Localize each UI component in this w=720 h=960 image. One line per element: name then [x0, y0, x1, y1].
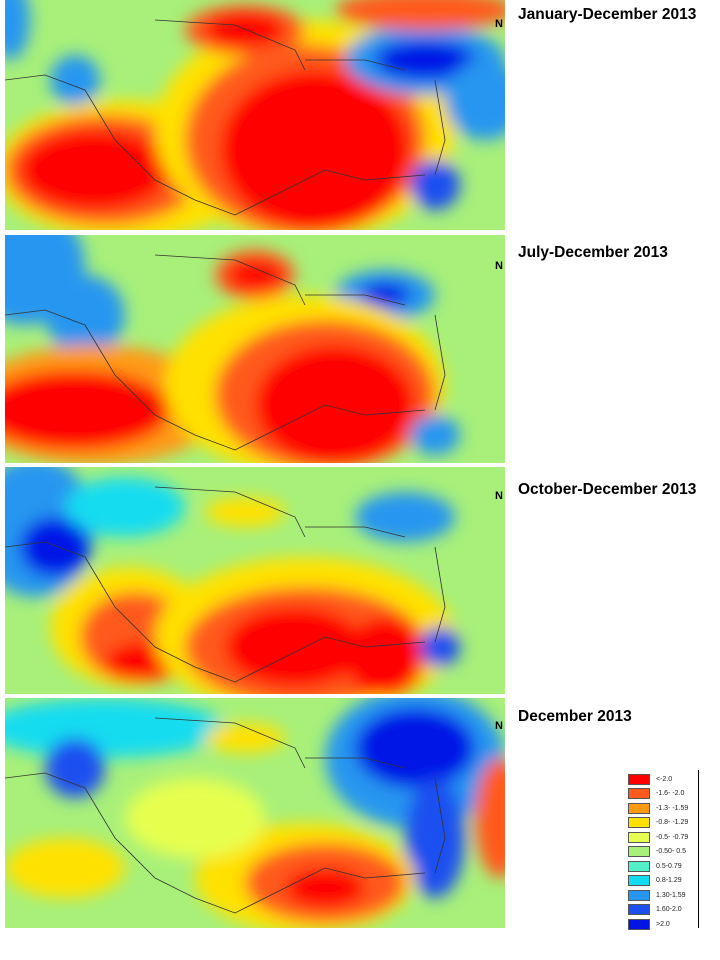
legend-swatch — [628, 918, 650, 930]
legend-label: -0.5- -0.79 — [656, 833, 689, 841]
legend-label: <-2.0 — [656, 775, 673, 783]
legend-item: 0.8-1.29 — [628, 874, 688, 889]
legend-swatch — [628, 817, 650, 829]
anomaly-contour — [5, 698, 225, 758]
coastline — [5, 717, 446, 914]
map-panel-jan-dec — [5, 0, 505, 230]
legend-label: -1.6- -2.0 — [656, 790, 685, 798]
legend-label: -0.50- 0.5 — [656, 848, 686, 856]
legend-label: -0.8- -1.29 — [656, 819, 689, 827]
legend-divider — [698, 770, 699, 928]
legend-item: 1.30-1.59 — [628, 888, 688, 903]
legend-item: -0.8- -1.29 — [628, 816, 688, 831]
panel-title-2: July-December 2013 — [518, 244, 668, 261]
anomaly-contour — [355, 708, 475, 788]
legend-swatch — [628, 802, 650, 814]
anomaly-contour — [285, 868, 365, 908]
legend-swatch — [628, 889, 650, 901]
map-panel-jul-dec — [5, 235, 505, 463]
anomaly-contour — [20, 517, 90, 577]
anomaly-field — [5, 235, 460, 463]
anomaly-contour — [20, 130, 170, 210]
legend-label: 1.30-1.59 — [656, 891, 686, 899]
anomaly-contour — [5, 0, 30, 60]
anomaly-contour — [5, 370, 170, 450]
legend-swatch — [628, 831, 650, 843]
anomaly-contour — [410, 160, 460, 210]
anomaly-contour — [475, 758, 505, 878]
legend-swatch — [628, 860, 650, 872]
anomaly-contour — [5, 838, 125, 898]
anomaly-contour — [420, 627, 460, 667]
anomaly-contour — [50, 55, 100, 105]
north-arrow-icon: N — [495, 260, 503, 272]
legend-label: 0.5-0.79 — [656, 862, 682, 870]
legend-swatch — [628, 773, 650, 785]
legend-item: -0.5- -0.79 — [628, 830, 688, 845]
anomaly-contour — [405, 778, 465, 898]
anomaly-field — [5, 467, 460, 694]
anomaly-field — [5, 0, 505, 230]
legend-swatch — [628, 788, 650, 800]
coastline — [5, 254, 446, 451]
anomaly-contour — [125, 778, 265, 858]
legend-label: 0.8-1.29 — [656, 877, 682, 885]
legend: <-2.0 -1.6- -2.0 -1.3- -1.59 -0.8- -1.29 -0.… — [628, 772, 688, 932]
legend-label: -1.3- -1.59 — [656, 804, 689, 812]
legend-label: >2.0 — [656, 920, 670, 928]
legend-item: -1.6- -2.0 — [628, 787, 688, 802]
north-arrow-icon: N — [495, 490, 503, 502]
panel-title-4: December 2013 — [518, 708, 632, 725]
legend-swatch — [628, 904, 650, 916]
legend-label: 1.60-2.0 — [656, 906, 682, 914]
legend-swatch — [628, 846, 650, 858]
map-panel-oct-dec — [5, 467, 505, 694]
legend-item: 1.60-2.0 — [628, 903, 688, 918]
legend-item: 0.5-0.79 — [628, 859, 688, 874]
anomaly-contour — [205, 723, 285, 753]
anomaly-contour — [225, 607, 365, 687]
anomaly-contour — [345, 617, 425, 694]
legend-swatch — [628, 875, 650, 887]
panel-title-3: October-December 2013 — [518, 481, 697, 498]
coastline — [5, 486, 446, 683]
north-arrow-icon: N — [495, 18, 503, 30]
anomaly-contour — [45, 738, 105, 798]
anomaly-contour — [65, 477, 185, 537]
legend-item: -0.50- 0.5 — [628, 845, 688, 860]
legend-item: >2.0 — [628, 917, 688, 932]
anomaly-field — [5, 698, 505, 928]
anomaly-contour — [445, 60, 505, 140]
legend-item: <-2.0 — [628, 772, 688, 787]
anomaly-contour — [255, 345, 415, 463]
anomaly-contour — [375, 40, 475, 80]
anomaly-contour — [410, 415, 460, 455]
anomaly-contour — [355, 492, 455, 542]
anomaly-contour — [227, 260, 283, 290]
north-arrow-icon: N — [495, 720, 503, 732]
legend-item: -1.3- -1.59 — [628, 801, 688, 816]
map-panel-dec — [5, 698, 505, 928]
anomaly-contour — [45, 275, 125, 355]
panel-title-1: January-December 2013 — [518, 6, 697, 23]
anomaly-contour — [205, 497, 285, 527]
anomaly-contour — [360, 283, 410, 307]
anomaly-contour — [335, 0, 505, 30]
anomaly-contour — [205, 12, 285, 48]
anomaly-contour — [220, 70, 410, 230]
coastline — [5, 19, 446, 216]
